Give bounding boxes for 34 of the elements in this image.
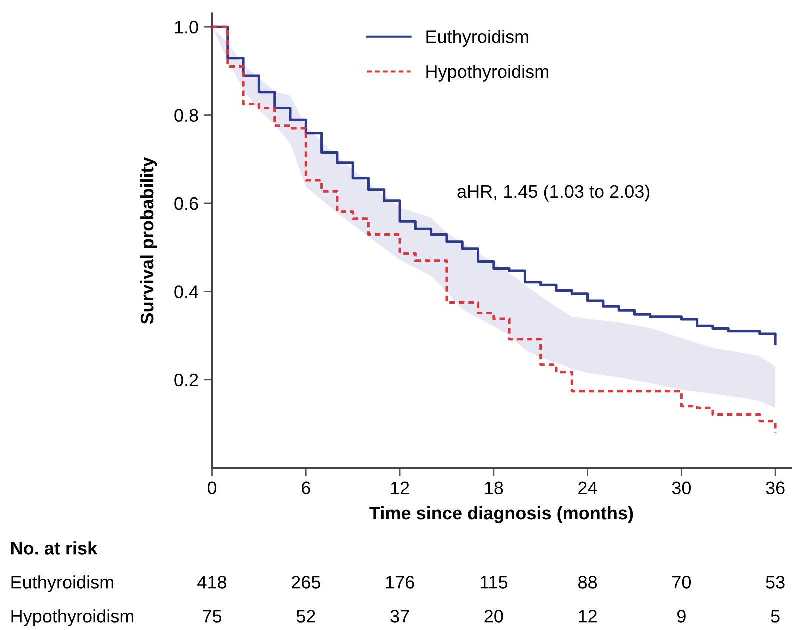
text: 418: [198, 576, 227, 589]
text: 20: [484, 610, 504, 623]
text: 12: [579, 610, 597, 623]
x-tick-label: 12: [391, 482, 410, 494]
text: 37: [390, 610, 410, 623]
text: 53: [766, 576, 785, 589]
text: 176: [386, 576, 414, 589]
legend-label: Euthyroidism: [426, 30, 528, 47]
y-tick-label: 0.4: [174, 286, 199, 298]
annotation: aHR, 1.45 (1.03 to 2.03): [458, 184, 650, 202]
x-tick-label: 36: [766, 482, 785, 495]
text: No. at risk: [12, 542, 98, 555]
x-tick-label: 24: [578, 482, 598, 494]
x-axis-title: Time since diagnosis (months): [370, 506, 634, 524]
y-axis-title: Survival probability: [140, 157, 158, 324]
x-tick-label: 6: [302, 482, 310, 495]
text: 88: [578, 576, 598, 589]
x-tick-label: 18: [485, 482, 504, 495]
y-tick-label: 0.8: [174, 109, 198, 122]
x-tick-label: 0: [208, 482, 217, 495]
legend-label: Hypothyroidism: [426, 64, 548, 82]
x-tick-label: 30: [672, 482, 692, 495]
text: 70: [672, 576, 692, 589]
text: 52: [296, 610, 316, 623]
text: 75: [203, 610, 222, 623]
text: Hypothyroidism: [12, 610, 134, 626]
text: 265: [292, 576, 320, 589]
y-tick-label: 0.6: [174, 197, 198, 210]
text: Euthyroidism: [12, 576, 114, 592]
y-tick-label: 0.2: [174, 374, 198, 387]
y-tick-label: 1.0: [175, 21, 198, 34]
text: 5: [771, 610, 780, 623]
text: 115: [480, 576, 508, 589]
text: 9: [678, 610, 686, 623]
